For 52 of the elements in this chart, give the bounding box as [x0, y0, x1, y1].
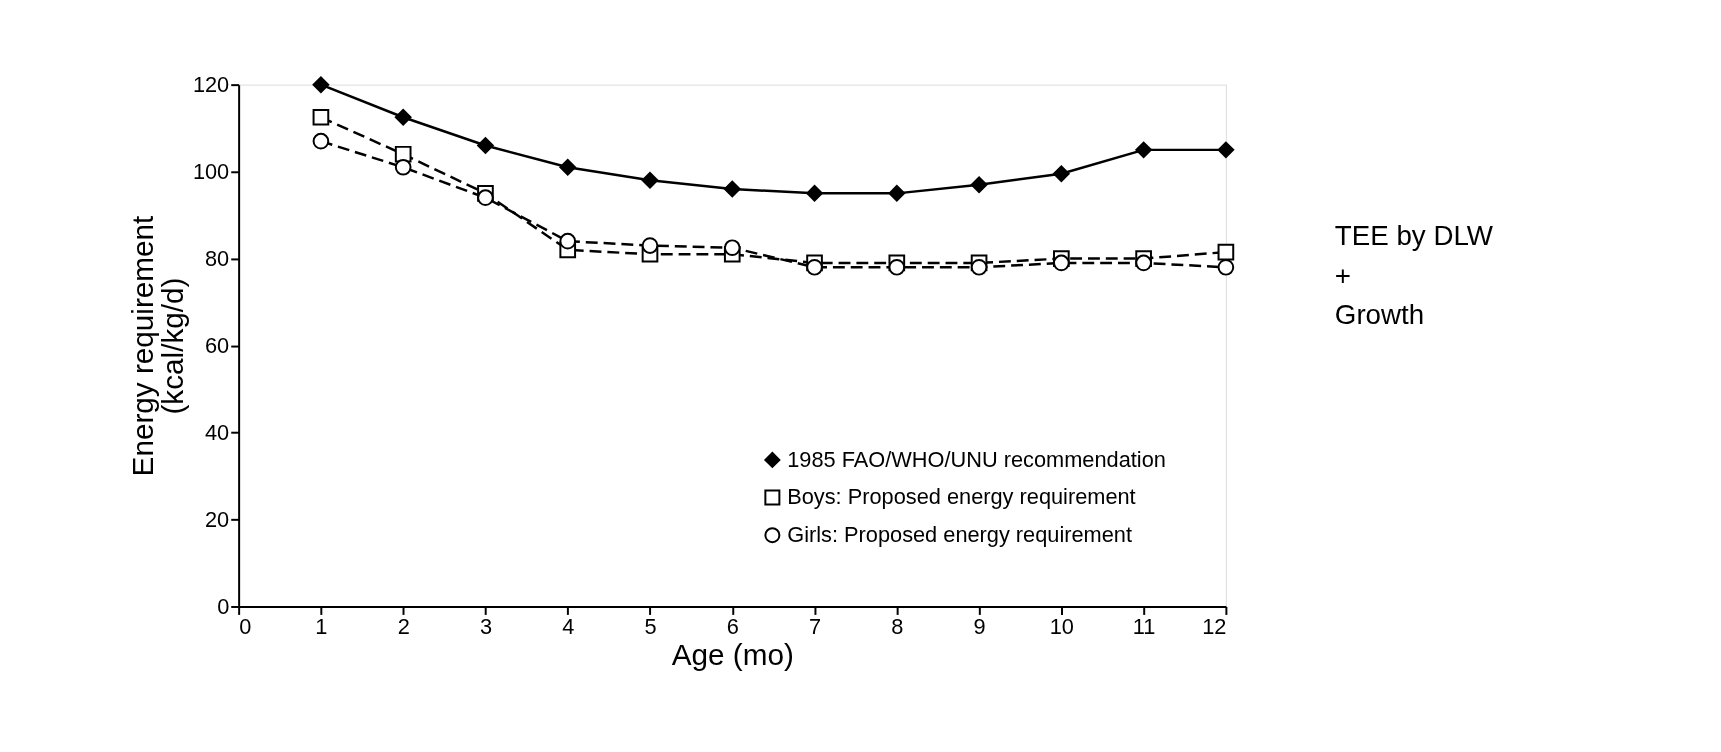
point: [1217, 243, 1235, 261]
point: [477, 137, 494, 154]
point: [888, 185, 906, 202]
point: [806, 185, 823, 202]
point: [1217, 141, 1235, 159]
point: [1053, 254, 1070, 272]
point: [312, 76, 330, 93]
y-axis-title: Energy requirement (kcal/kg/d): [126, 214, 189, 477]
text: TEE by DLW + Growth: [1334, 220, 1494, 331]
point: [394, 158, 412, 176]
y-tick-label: 60: [205, 332, 230, 358]
point: [641, 237, 659, 254]
x-tick-label: 7: [808, 613, 822, 639]
x-axis-title: Age (mo): [671, 638, 794, 672]
point: [477, 189, 494, 207]
x-tick-label: 1: [315, 613, 328, 639]
x-tick-label: 0: [239, 613, 252, 639]
legend-label: Boys: Proposed energy requirement: [787, 484, 1136, 510]
point: [888, 258, 906, 276]
point: [970, 258, 988, 276]
point: [559, 158, 577, 176]
point: [723, 239, 741, 257]
y-tick-label: 120: [192, 72, 230, 98]
x-tick-label: 11: [1132, 613, 1156, 639]
x-tick-label: 6: [726, 613, 739, 639]
y-tick-label: 80: [205, 246, 230, 272]
point: [559, 232, 577, 250]
y-tick-label: 40: [205, 419, 230, 445]
point: [1135, 254, 1152, 272]
y-tick-label: 20: [205, 506, 230, 532]
point: [312, 108, 330, 126]
point: [806, 258, 823, 276]
x-tick-label: 10: [1049, 613, 1074, 639]
point: [394, 108, 412, 126]
point: [1217, 258, 1235, 276]
y-tick-label: 100: [192, 159, 230, 185]
point: [312, 132, 330, 150]
point: [723, 180, 741, 198]
x-tick-label: 4: [562, 613, 575, 639]
point: [641, 171, 659, 189]
x-tick-label: 5: [644, 613, 657, 639]
x-tick-label: 8: [891, 613, 904, 639]
x-tick-label: 3: [479, 613, 492, 639]
x-tick-label: 2: [397, 613, 410, 639]
x-tick-label: 9: [973, 613, 986, 639]
point: [1135, 141, 1152, 159]
legend-label: Girls: Proposed energy requirement: [787, 522, 1133, 548]
point: [1053, 165, 1070, 183]
y-tick-label: 0: [217, 593, 230, 619]
legend-label: 1985 FAO/WHO/UNU recommendation: [787, 446, 1166, 472]
point: [970, 176, 988, 193]
x-tick-label: 12: [1202, 613, 1227, 639]
